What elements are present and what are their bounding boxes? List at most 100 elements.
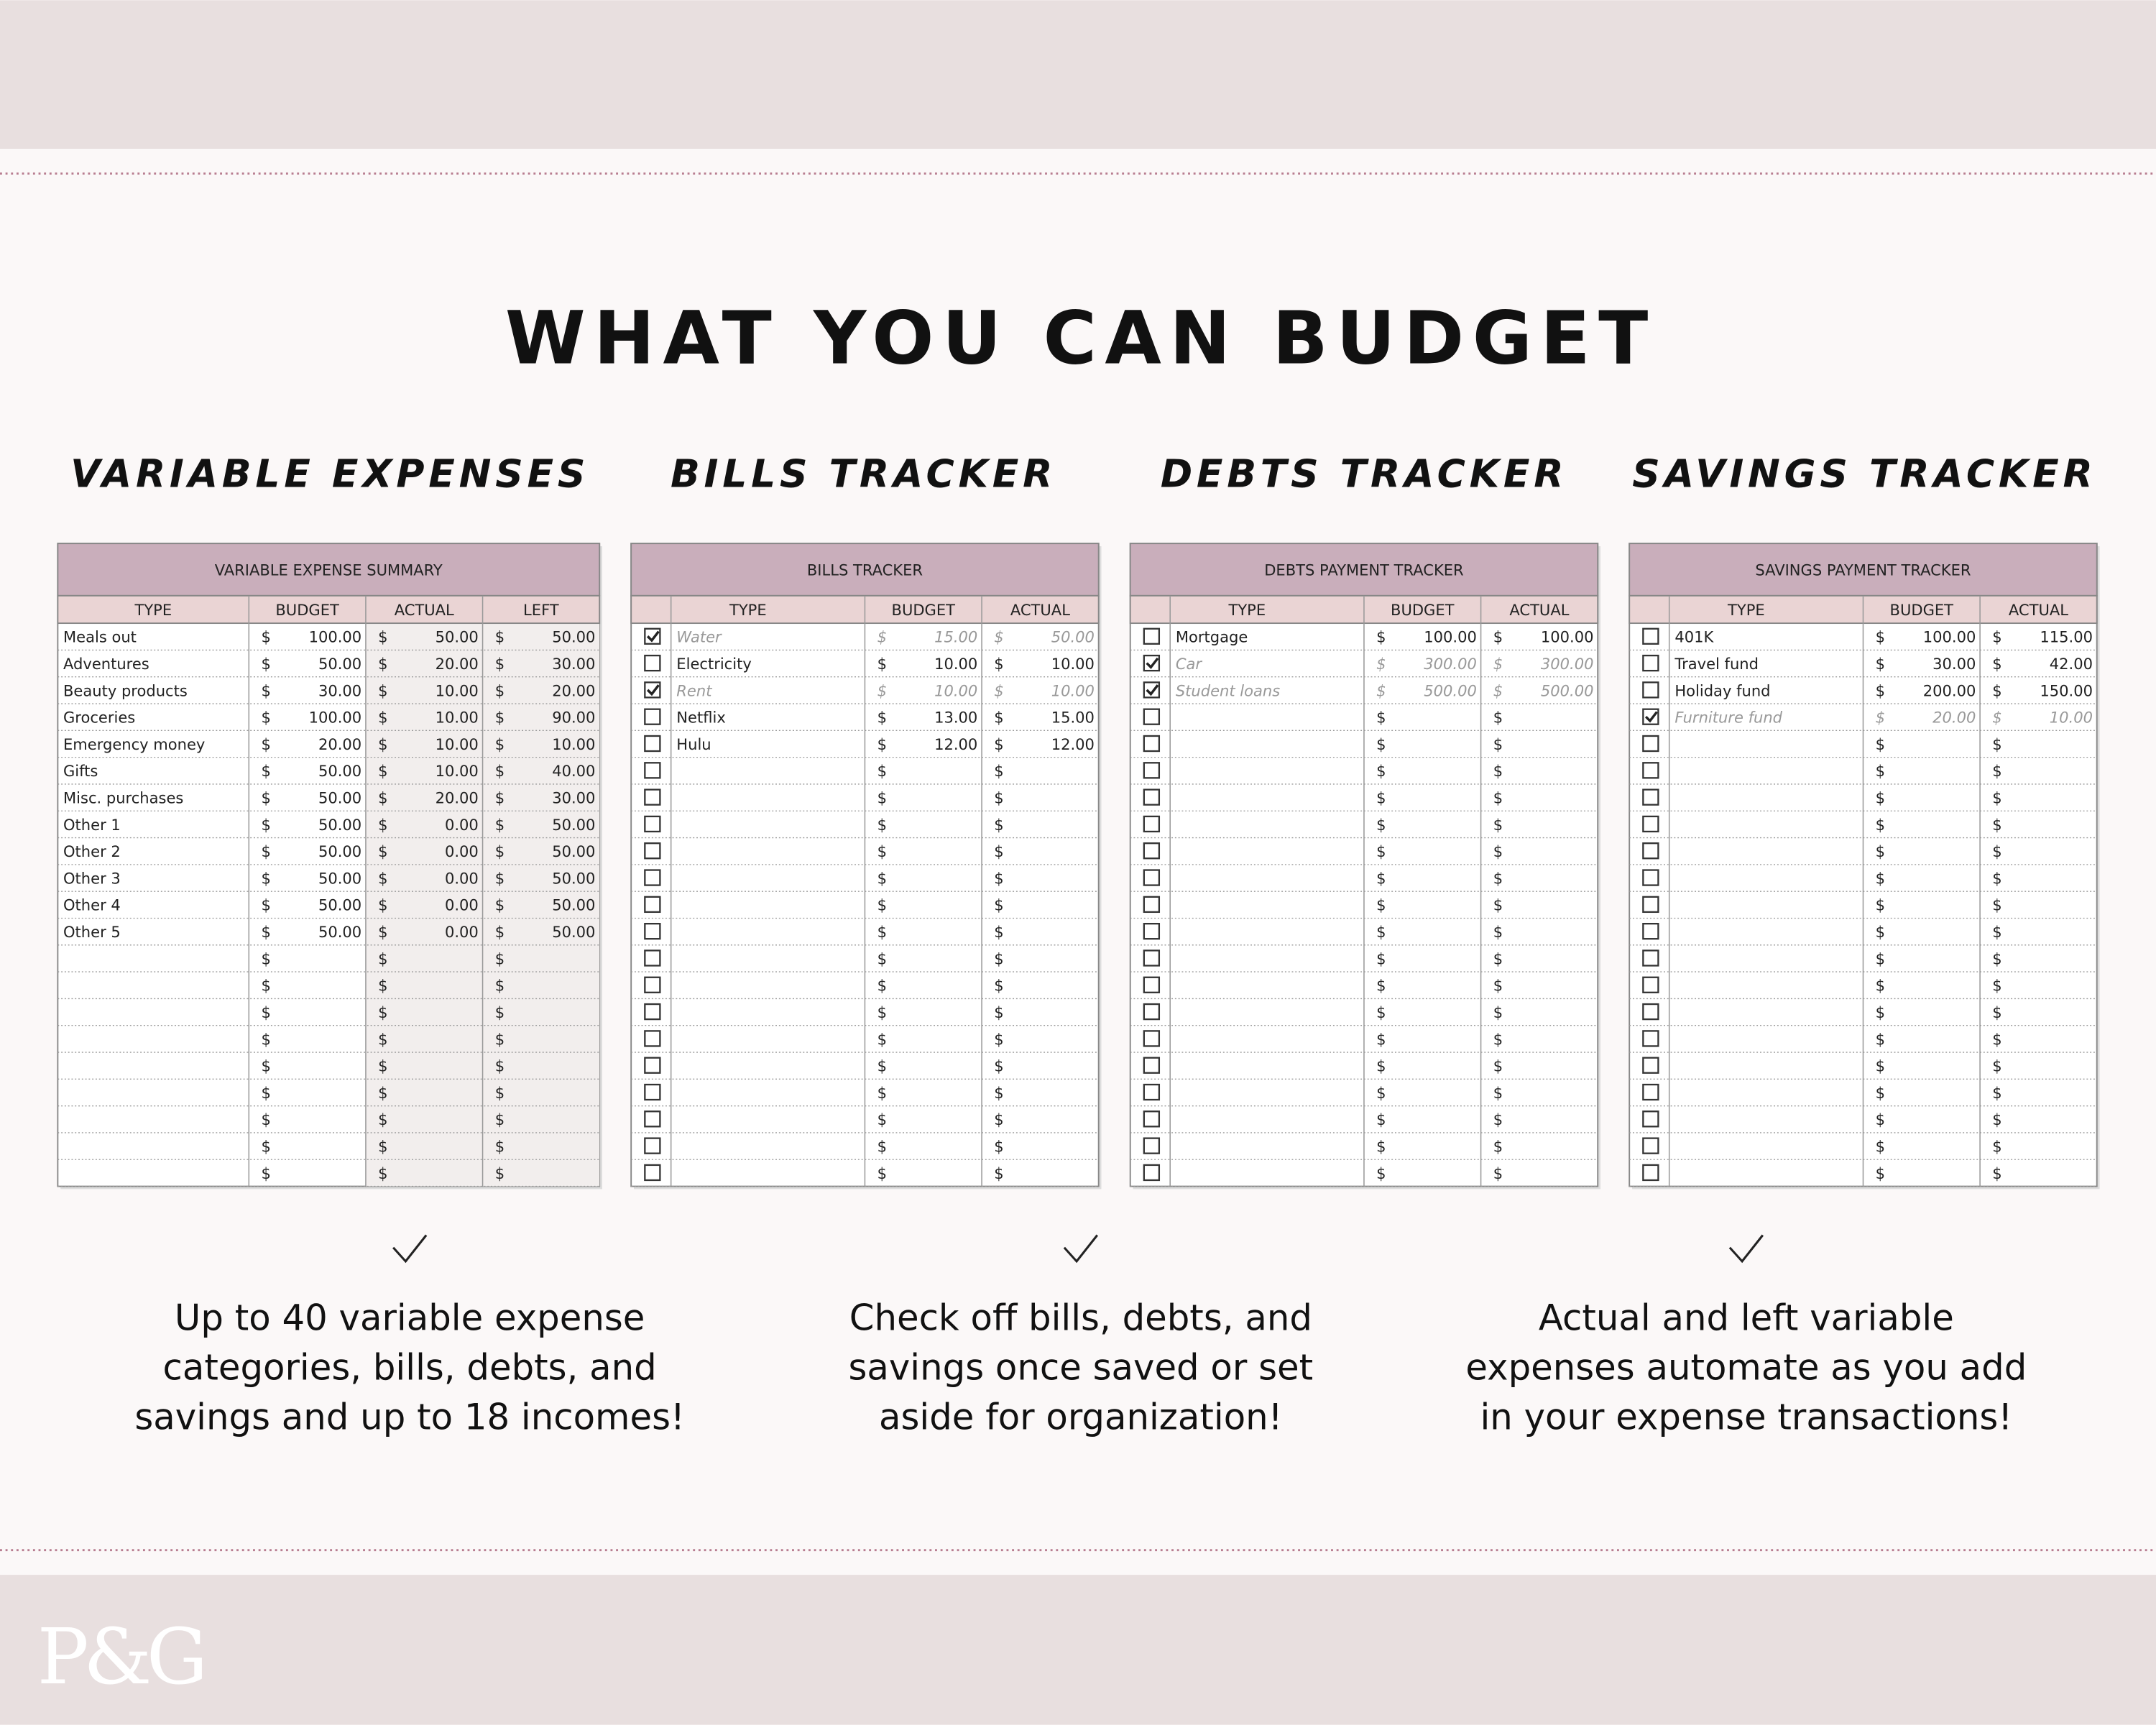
checkbox[interactable] bbox=[1143, 922, 1161, 940]
checkbox[interactable] bbox=[644, 1057, 661, 1074]
checkbox[interactable] bbox=[1642, 735, 1659, 753]
currency: $ bbox=[495, 977, 505, 995]
checkbox[interactable] bbox=[1642, 842, 1659, 860]
currency: $ bbox=[1493, 1030, 1503, 1048]
checkbox[interactable] bbox=[1143, 788, 1161, 806]
checkbox[interactable] bbox=[1143, 896, 1161, 914]
checkbox[interactable] bbox=[1143, 976, 1161, 993]
checkbox[interactable] bbox=[644, 735, 661, 753]
checkbox[interactable] bbox=[644, 922, 661, 940]
checkbox[interactable] bbox=[1143, 1030, 1161, 1047]
checkbox[interactable] bbox=[1642, 815, 1659, 833]
currency: $ bbox=[1493, 1138, 1503, 1156]
checkbox[interactable] bbox=[1143, 1003, 1161, 1021]
checkbox[interactable] bbox=[1642, 627, 1659, 645]
checkbox[interactable] bbox=[1642, 1003, 1659, 1021]
checkbox[interactable] bbox=[644, 1083, 661, 1101]
checkbox[interactable] bbox=[1642, 654, 1659, 672]
checkbox[interactable] bbox=[1642, 788, 1659, 806]
cell-type: Water bbox=[676, 628, 722, 646]
checkbox[interactable] bbox=[1143, 708, 1161, 725]
cell-type: Beauty products bbox=[63, 681, 188, 699]
currency: $ bbox=[877, 896, 887, 914]
checkbox[interactable] bbox=[644, 949, 661, 967]
currency: $ bbox=[262, 869, 271, 887]
checkbox[interactable] bbox=[1642, 976, 1659, 993]
cell-amount: 10.00 bbox=[934, 655, 977, 673]
checkbox[interactable] bbox=[1642, 869, 1659, 886]
currency: $ bbox=[378, 896, 387, 914]
currency: $ bbox=[1493, 1084, 1503, 1102]
cell-amount: 0.00 bbox=[445, 842, 479, 860]
currency: $ bbox=[1876, 681, 1885, 699]
cell-amount: 500.00 bbox=[1541, 681, 1594, 699]
checkbox[interactable] bbox=[1642, 708, 1659, 725]
checkbox[interactable] bbox=[644, 788, 661, 806]
checkbox[interactable] bbox=[1143, 735, 1161, 753]
checkbox[interactable] bbox=[1642, 1110, 1659, 1128]
checkbox[interactable] bbox=[1143, 949, 1161, 967]
checkbox[interactable] bbox=[644, 1137, 661, 1154]
checkbox[interactable] bbox=[644, 681, 661, 699]
checkbox[interactable] bbox=[1143, 815, 1161, 833]
cell-amount: 100.00 bbox=[1424, 628, 1477, 646]
checkbox[interactable] bbox=[1143, 1110, 1161, 1128]
currency: $ bbox=[262, 655, 271, 673]
checkbox[interactable] bbox=[1642, 1030, 1659, 1047]
table-title-band bbox=[1129, 543, 1599, 597]
checkbox[interactable] bbox=[1143, 869, 1161, 886]
feature-text: categories, bills, debts, and bbox=[163, 1346, 657, 1388]
cell-amount: 100.00 bbox=[1541, 628, 1594, 646]
currency: $ bbox=[877, 1138, 887, 1156]
currency: $ bbox=[378, 1030, 387, 1048]
checkbox[interactable] bbox=[644, 762, 661, 779]
currency: $ bbox=[495, 681, 505, 699]
checkbox[interactable] bbox=[644, 708, 661, 725]
checkbox[interactable] bbox=[1143, 1083, 1161, 1101]
currency: $ bbox=[994, 816, 1003, 834]
checkbox[interactable] bbox=[1642, 762, 1659, 779]
checkbox[interactable] bbox=[1642, 1137, 1659, 1154]
checkbox[interactable] bbox=[1642, 1164, 1659, 1182]
checkbox[interactable] bbox=[644, 1110, 661, 1128]
cell-amount: 90.00 bbox=[552, 709, 595, 727]
checkbox[interactable] bbox=[644, 976, 661, 993]
currency: $ bbox=[495, 762, 505, 780]
checkbox[interactable] bbox=[644, 654, 661, 672]
checkbox[interactable] bbox=[644, 1164, 661, 1182]
currency: $ bbox=[1376, 1138, 1386, 1156]
currency: $ bbox=[877, 842, 887, 860]
checkbox[interactable] bbox=[1143, 627, 1161, 645]
checkbox[interactable] bbox=[644, 869, 661, 886]
currency: $ bbox=[877, 869, 887, 887]
checkbox[interactable] bbox=[644, 1030, 661, 1047]
checkbox[interactable] bbox=[1143, 1137, 1161, 1154]
checkbox[interactable] bbox=[1143, 654, 1161, 672]
currency: $ bbox=[877, 735, 887, 753]
checkbox[interactable] bbox=[1642, 896, 1659, 914]
cell-amount: 10.00 bbox=[1051, 655, 1095, 673]
checkbox[interactable] bbox=[1642, 922, 1659, 940]
currency: $ bbox=[1992, 789, 2001, 807]
checkbox[interactable] bbox=[1642, 1057, 1659, 1074]
currency: $ bbox=[1376, 709, 1386, 727]
checkbox[interactable] bbox=[644, 842, 661, 860]
cell-amount: 30.00 bbox=[552, 655, 595, 673]
checkbox[interactable] bbox=[1143, 762, 1161, 779]
checkbox[interactable] bbox=[1642, 949, 1659, 967]
checkbox[interactable] bbox=[644, 1003, 661, 1021]
currency: $ bbox=[262, 789, 271, 807]
checkbox[interactable] bbox=[1143, 1164, 1161, 1182]
checkbox[interactable] bbox=[644, 627, 661, 645]
currency: $ bbox=[1876, 896, 1885, 914]
checkbox[interactable] bbox=[644, 896, 661, 914]
cell-amount: 50.00 bbox=[552, 896, 595, 914]
checkbox[interactable] bbox=[1143, 681, 1161, 699]
checkbox[interactable] bbox=[1642, 1083, 1659, 1101]
checkbox[interactable] bbox=[1143, 1057, 1161, 1074]
currency: $ bbox=[1376, 1110, 1386, 1128]
checkbox[interactable] bbox=[1642, 681, 1659, 699]
checkbox[interactable] bbox=[1143, 842, 1161, 860]
checkbox[interactable] bbox=[644, 815, 661, 833]
